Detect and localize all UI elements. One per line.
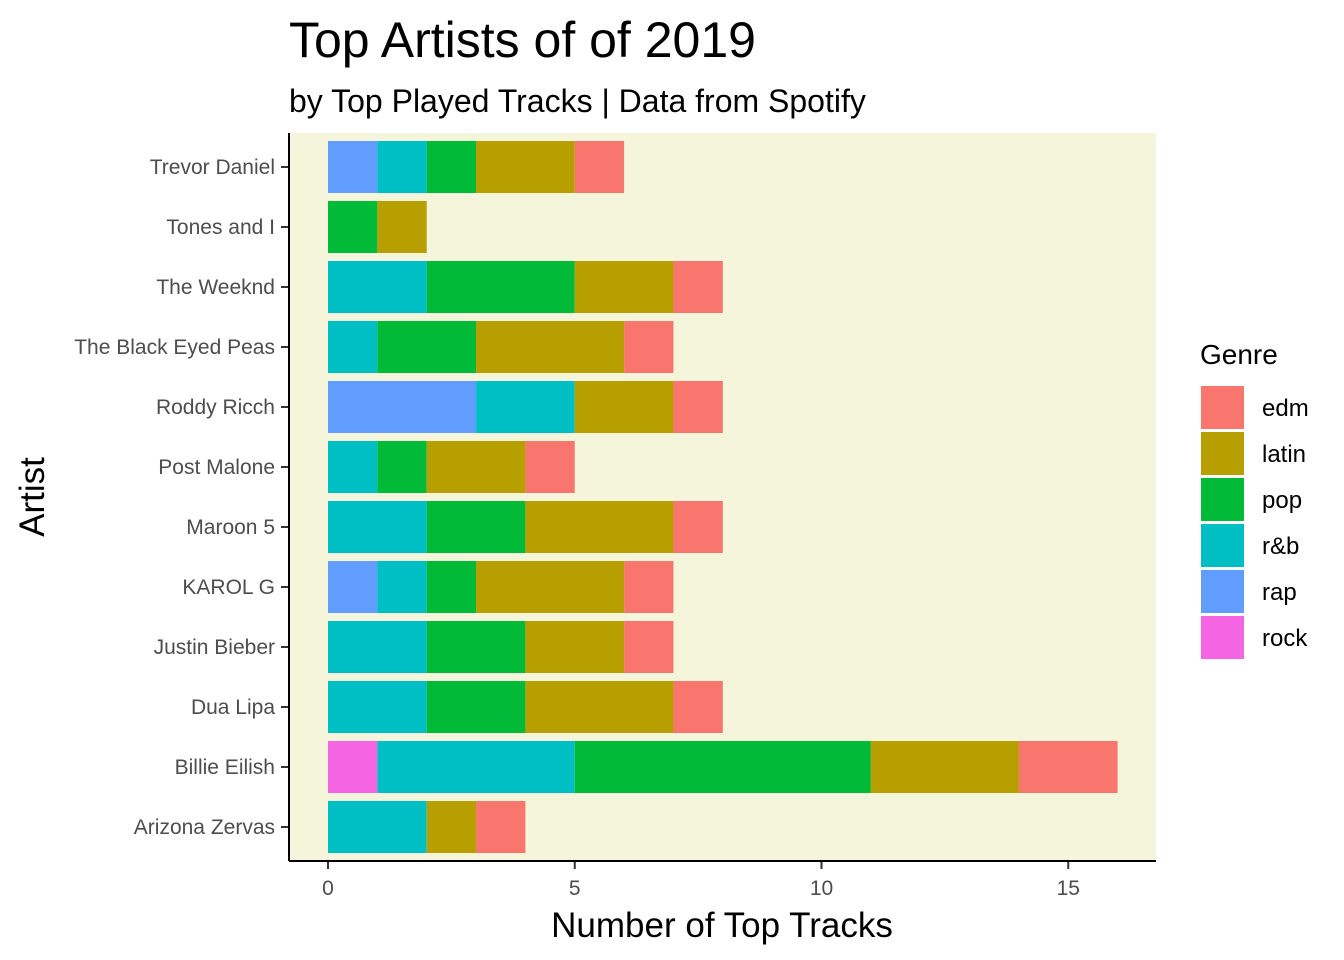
bar-tones-and-i-pop — [328, 201, 378, 253]
y-tick-label: Justin Bieber — [154, 636, 275, 659]
bar-roddy-ricch-edm — [673, 381, 723, 433]
bar-roddy-ricch-latin — [574, 381, 674, 433]
bar-karol-g-pop — [426, 561, 477, 613]
bar-billie-eilish-rock — [328, 741, 378, 793]
bar-dua-lipa-pop — [426, 681, 526, 733]
bar-maroon-5-randb — [328, 501, 427, 553]
bar-justin-bieber-latin — [525, 621, 625, 673]
bar-tones-and-i-latin — [377, 201, 427, 253]
bar-the-black-eyed-peas-randb — [328, 321, 378, 373]
chart-title: Top Artists of of 2019 — [289, 12, 756, 68]
y-axis-title: Artist — [13, 457, 52, 537]
bar-roddy-ricch-randb — [476, 381, 575, 433]
bar-trevor-daniel-randb — [377, 141, 427, 193]
bar-dua-lipa-latin — [525, 681, 674, 733]
bar-post-malone-edm — [525, 441, 575, 493]
legend-swatch-rock — [1201, 616, 1244, 659]
chart-subtitle: by Top Played Tracks | Data from Spotify — [289, 83, 866, 119]
bar-dua-lipa-randb — [328, 681, 427, 733]
y-tick-label: Maroon 5 — [186, 516, 275, 539]
y-tick-label: Trevor Daniel — [150, 156, 275, 179]
legend-items: edm latin pop r&b rap rock — [1201, 386, 1309, 659]
bar-dua-lipa-edm — [673, 681, 723, 733]
bars-layer — [328, 141, 1118, 853]
bar-post-malone-latin — [426, 441, 526, 493]
x-tick-label: 5 — [569, 877, 581, 900]
bar-the-black-eyed-peas-pop — [377, 321, 477, 373]
legend-label-randb: r&b — [1262, 533, 1299, 560]
legend-label-edm: edm — [1262, 395, 1309, 422]
bar-karol-g-edm — [624, 561, 674, 613]
y-tick-label: Roddy Ricch — [156, 396, 275, 419]
y-tick-label: The Black Eyed Peas — [74, 336, 275, 359]
x-tick-label: 15 — [1057, 877, 1080, 900]
bar-karol-g-rap — [328, 561, 378, 613]
y-axis-ticks: Arizona Zervas Billie Eilish Dua Lipa Justi… — [74, 156, 289, 839]
legend-label-latin: latin — [1262, 441, 1306, 468]
bar-justin-bieber-randb — [328, 621, 427, 673]
bar-justin-bieber-edm — [624, 621, 674, 673]
legend-swatch-randb — [1201, 524, 1244, 567]
bar-the-weeknd-randb — [328, 261, 427, 313]
bar-trevor-daniel-edm — [574, 141, 625, 193]
y-tick-label: The Weeknd — [156, 276, 275, 299]
bar-karol-g-randb — [377, 561, 427, 613]
x-axis-ticks: 0 5 10 15 — [322, 861, 1080, 900]
bar-justin-bieber-pop — [426, 621, 526, 673]
y-tick-label: Post Malone — [158, 456, 275, 479]
bar-trevor-daniel-pop — [426, 141, 477, 193]
legend-swatch-latin — [1201, 432, 1244, 475]
bar-arizona-zervas-edm — [476, 801, 526, 853]
bar-arizona-zervas-latin — [426, 801, 477, 853]
bar-karol-g-latin — [476, 561, 625, 613]
legend-label-pop: pop — [1262, 487, 1302, 514]
legend-swatch-edm — [1201, 386, 1244, 429]
bar-maroon-5-pop — [426, 501, 526, 553]
plot-panel — [289, 133, 1156, 861]
bar-billie-eilish-edm — [1018, 741, 1118, 793]
bar-billie-eilish-randb — [377, 741, 575, 793]
bar-maroon-5-latin — [525, 501, 674, 553]
bar-the-weeknd-pop — [426, 261, 575, 313]
bar-arizona-zervas-randb — [328, 801, 427, 853]
legend-swatch-rap — [1201, 570, 1244, 613]
y-tick-label: Arizona Zervas — [134, 816, 275, 839]
legend-title: Genre — [1200, 339, 1278, 370]
bar-the-weeknd-edm — [673, 261, 723, 313]
bar-the-black-eyed-peas-latin — [476, 321, 625, 373]
x-tick-label: 10 — [810, 877, 833, 900]
bar-billie-eilish-pop — [574, 741, 871, 793]
y-tick-label: Billie Eilish — [175, 756, 275, 779]
legend-swatch-pop — [1201, 478, 1244, 521]
y-tick-label: Dua Lipa — [191, 696, 275, 719]
bar-trevor-daniel-latin — [476, 141, 575, 193]
legend-label-rock: rock — [1262, 625, 1308, 652]
bar-the-black-eyed-peas-edm — [624, 321, 674, 373]
legend-label-rap: rap — [1262, 579, 1297, 606]
bar-roddy-ricch-rap — [328, 381, 477, 433]
x-axis-title: Number of Top Tracks — [551, 906, 893, 945]
y-tick-label: Tones and I — [166, 216, 275, 239]
bar-post-malone-randb — [328, 441, 378, 493]
legend: Genre edm latin pop r&b rap rock — [1200, 339, 1309, 659]
x-tick-label: 0 — [322, 877, 334, 900]
bar-billie-eilish-latin — [870, 741, 1019, 793]
bar-post-malone-pop — [377, 441, 427, 493]
bar-trevor-daniel-rap — [328, 141, 378, 193]
bar-maroon-5-edm — [673, 501, 723, 553]
y-tick-label: KAROL G — [182, 576, 275, 599]
bar-the-weeknd-latin — [574, 261, 674, 313]
